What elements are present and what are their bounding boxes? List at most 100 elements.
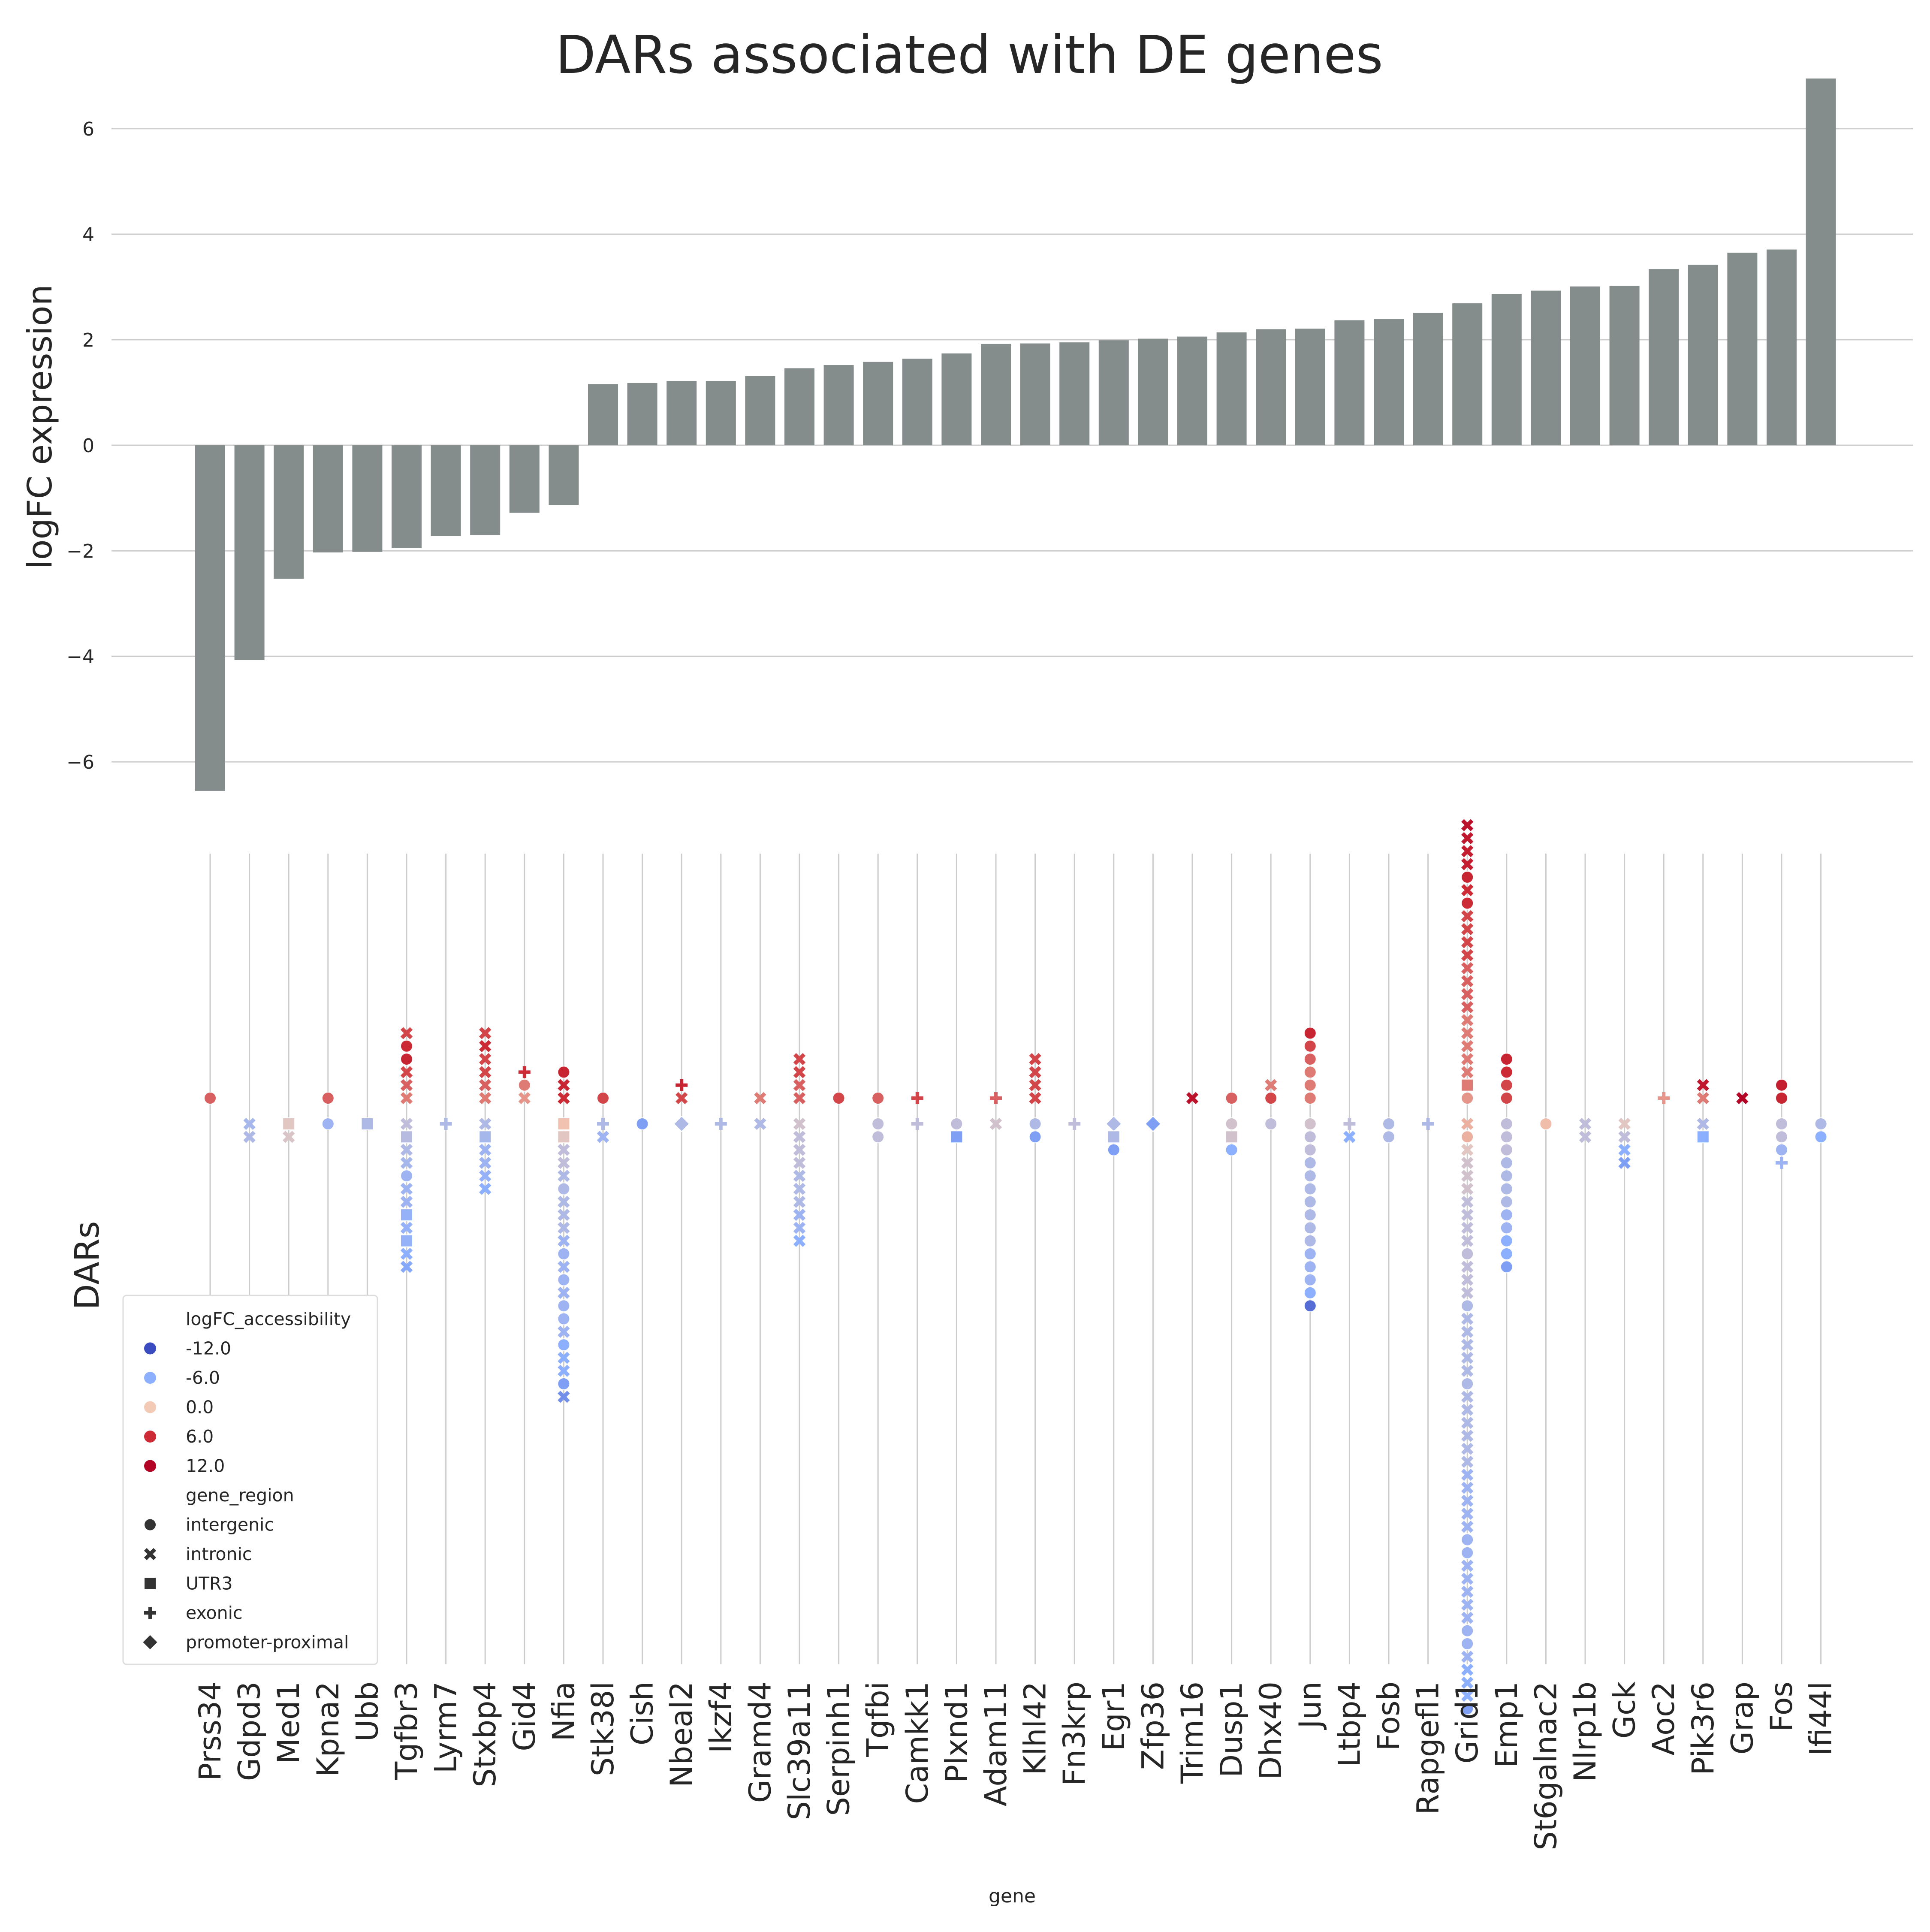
dar-point-Klhl42 [1029, 1066, 1041, 1078]
dar-point-Grid1 [1461, 1261, 1474, 1273]
dar-point-Slc39a11 [793, 1131, 806, 1143]
gene-tick-label: Serpinh1 [821, 1681, 856, 1816]
dar-point-Grid1 [1461, 1443, 1474, 1455]
dar-point-Grid1 [1461, 897, 1474, 910]
bar-Camkk1 [902, 359, 932, 446]
dar-point-Grid1 [1461, 1130, 1474, 1144]
gene-tick-label: Adam11 [978, 1681, 1013, 1806]
dar-point-Kpna2 [321, 1092, 335, 1105]
dar-point-Stxbp4 [479, 1040, 492, 1052]
dar-point-Nfia [558, 1286, 570, 1299]
dar-point-Gdpd3 [243, 1117, 256, 1130]
dar-point-Tgfbr3 [400, 1156, 413, 1169]
dar-point-Slc39a11 [793, 1208, 806, 1221]
dar-point-Dusp1 [1225, 1092, 1238, 1105]
dar-point-Slc39a11 [793, 1079, 806, 1091]
bar-Nbeal2 [666, 380, 697, 446]
dar-point-Serpinh1 [832, 1092, 845, 1105]
dar-point-Grid1 [1461, 1014, 1474, 1026]
dar-point-Emp1 [1500, 1117, 1513, 1130]
dar-point-Grid1 [1461, 1247, 1474, 1260]
dar-point-Nfia [557, 1299, 570, 1313]
dar-point-Jun [1303, 1299, 1317, 1313]
gene-tick-label: Aoc2 [1646, 1681, 1681, 1756]
gene-tick-label: Tgfbi [860, 1681, 896, 1757]
bar-Zfp36 [1138, 338, 1168, 446]
dar-point-Tgfbr3 [400, 1039, 413, 1053]
dar-point-Cish [636, 1117, 649, 1130]
dar-point-Grid1 [1461, 1364, 1474, 1377]
dar-point-Grid1 [1461, 845, 1474, 857]
dar-point-Plxnd1 [950, 1130, 963, 1144]
dar-point-Tgfbr3 [400, 1117, 413, 1130]
dar-point-Tgfbr3 [400, 1234, 413, 1247]
dar-point-Grid1 [1461, 1560, 1474, 1572]
bar-Jun [1295, 329, 1325, 446]
gene-tick-label: Stxbp4 [467, 1681, 503, 1787]
dar-point-Nfia [557, 1182, 570, 1195]
legend-frame [122, 1295, 378, 1665]
dar-point-Dusp1 [1225, 1143, 1238, 1156]
dar-point-Nfia [558, 1208, 570, 1221]
dar-point-Tgfbi [872, 1092, 885, 1105]
bar-Fosb [1374, 319, 1404, 446]
dar-point-Grid1 [1461, 1637, 1474, 1650]
dar-point-Fos [1775, 1078, 1788, 1092]
dar-point-Tgfbr3 [400, 1261, 413, 1273]
dar-point-Grid1 [1461, 949, 1474, 961]
dar-point-Plxnd1 [950, 1117, 963, 1130]
dar-point-Kpna2 [321, 1117, 335, 1130]
dar-point-Nfia [557, 1338, 570, 1352]
dar-point-Dhx40 [1264, 1117, 1278, 1130]
dar-point-Klhl42 [1029, 1079, 1041, 1091]
dar-point-Stk38l [597, 1118, 609, 1130]
dar-point-Grid1 [1461, 1092, 1474, 1105]
dar-point-Stxbp4 [479, 1066, 492, 1078]
bar-Med1 [274, 445, 304, 579]
gene-tick-label: Egr1 [1096, 1681, 1131, 1751]
bar-Ubb [352, 445, 383, 552]
dar-point-Grid1 [1461, 1325, 1474, 1338]
dar-point-Emp1 [1500, 1143, 1513, 1156]
legend-style-marker [142, 1634, 159, 1651]
dar-point-Grid1 [1461, 1663, 1474, 1676]
dar-point-Jun [1303, 1143, 1317, 1156]
dar-point-Trim16 [1186, 1092, 1199, 1105]
dar-point-Grid1 [1461, 910, 1474, 922]
gene-tick-label: Nbeal2 [664, 1681, 699, 1787]
legend-style-label: promoter-proximal [186, 1632, 349, 1653]
bar-Ltbp4 [1334, 320, 1365, 446]
dar-point-Grid1 [1461, 1078, 1474, 1092]
dar-point-Tgfbr3 [400, 1092, 413, 1105]
dar-point-Slc39a11 [793, 1092, 806, 1105]
dar-point-Gck [1618, 1156, 1631, 1169]
legend-hue-marker [144, 1342, 156, 1355]
bar-Ikzf4 [706, 380, 736, 446]
bar-y-axis-label: logFC expression [21, 284, 60, 569]
dar-point-Grid1 [1461, 1117, 1474, 1130]
dar-point-Nfia [558, 1261, 570, 1273]
dar-point-Slc39a11 [793, 1053, 806, 1066]
dar-point-Grid1 [1461, 1482, 1474, 1494]
dar-point-Emp1 [1500, 1092, 1513, 1105]
gene-tick-label: Kpna2 [311, 1681, 346, 1777]
legend-style-label: UTR3 [186, 1573, 233, 1594]
dar-point-Grid1 [1461, 858, 1474, 870]
dar-x-axis-label: gene [989, 1885, 1036, 1907]
dar-point-Pik3r6 [1697, 1092, 1709, 1105]
bar-series [195, 78, 1836, 791]
dar-point-Rapgefl1 [1422, 1118, 1434, 1130]
bar-Gck [1609, 286, 1640, 446]
dar-point-Grid1 [1461, 1235, 1474, 1247]
bar-Trim16 [1177, 336, 1207, 446]
dar-point-Fos [1775, 1130, 1788, 1144]
dar-point-Nfia [558, 1079, 570, 1091]
dar-point-Grap [1736, 1092, 1749, 1105]
dar-point-Gramd4 [754, 1117, 766, 1130]
dar-point-Dusp1 [1225, 1117, 1238, 1130]
dar-point-Jun [1303, 1053, 1317, 1066]
legend-hue-label: 12.0 [186, 1456, 225, 1476]
dar-point-Grid1 [1461, 1066, 1474, 1078]
dar-point-Med1 [283, 1131, 295, 1143]
dar-point-Dhx40 [1264, 1092, 1278, 1105]
